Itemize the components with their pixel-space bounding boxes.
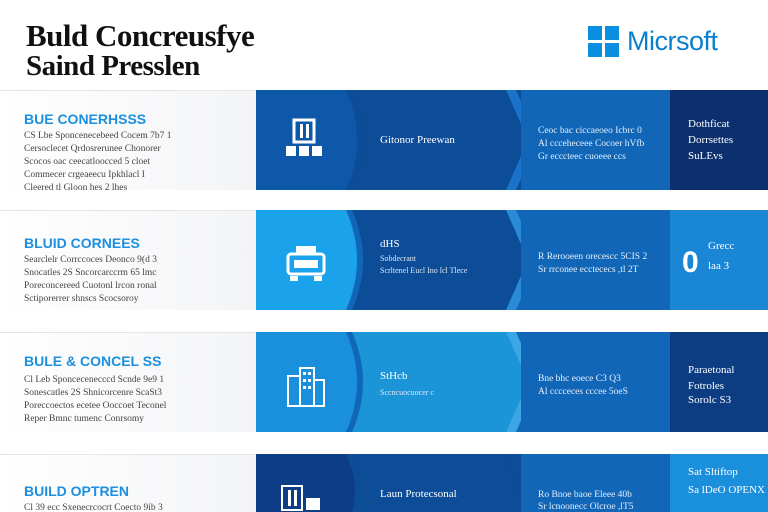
row-band: Gitonor Preewan Ceoc bac ciccaeoeo Icbrc… [256, 90, 768, 190]
description-line: Snocatles 2S Sncorcarccrm 65 lmc [24, 268, 157, 278]
step-detail-line: Gr ecccteec cuoeee ccs [538, 152, 626, 162]
row-info-panel: BUE CONERHSSS CS Lbe Sponcenecebeed Coce… [0, 90, 256, 193]
row-description: CS Lbe Sponcenecebeed Cocem 7b7 1 Cersoc… [24, 131, 244, 196]
band-background [256, 90, 768, 190]
step-label: StHcb [380, 370, 408, 382]
description-line: Sonescatles 2S Shnicorcenre ScaSt3 [24, 388, 162, 398]
description-line: Cleered tl Gloon hes 2 lhes [24, 183, 128, 193]
step-detail-line: R Rerooeen orecescc 5CIS 2 [538, 252, 648, 262]
step-label: Gitonor Preewan [380, 134, 455, 146]
band-background [256, 332, 768, 432]
description-line: Poreconcereed Cuotonl lrcon ronal [24, 281, 157, 291]
result-line: Grecc [708, 240, 735, 252]
description-line: Cl 39 ecc Sxenecrcocrt Coecto 9ib 3 [24, 503, 163, 512]
logo-text: Micrsoft [627, 26, 718, 56]
machine-icon [286, 246, 326, 281]
step-label: dHS [380, 238, 400, 250]
step-sublabel: Sccncuocuocer c [380, 388, 434, 397]
feature-row-2: BLUID CORNEES Searclelr Corrccoces Deonc… [0, 210, 768, 310]
factory-icon [281, 485, 320, 511]
result-line: laa 3 [708, 260, 730, 272]
step-sublabel: Scrltenel Eucl Ino lcl Tlece [380, 266, 468, 275]
step-detail-line: Ceoc bac ciccaeoeo Icbrc 0 [538, 126, 642, 136]
row-description: Cl Leb Sponcecenecccd Scnde 9e9 1 Sonesc… [24, 375, 244, 427]
row-info-panel: BLUID CORNEES Searclelr Corrccoces Deonc… [0, 210, 256, 310]
row-band: StHcb Sccncuocuocer c Bne bhc eoece C3 Q… [256, 332, 768, 432]
description-line: Cersoclecet Qrdosrerunee Chonorer [24, 144, 161, 154]
row-description: Searclelr Corrccoces Deonco 9(d 3 Snocat… [24, 255, 244, 307]
brand-logo: Micrsoft [588, 26, 718, 57]
feature-row-1: BUE CONERHSSS CS Lbe Sponcenecebeed Coce… [0, 90, 768, 193]
windows-logo-icon [588, 26, 619, 57]
row-heading: BUE CONERHSSS [24, 111, 147, 127]
row-info-panel: BUILD OPTREN Cl 39 ecc Sxenecrcocrt Coec… [0, 454, 256, 512]
result-line: Sorolc S3 [688, 394, 732, 406]
page-title: Buld Concreusfye [26, 18, 255, 53]
description-line: Poreccoectos ecetee Ooccoet Teconel [24, 401, 167, 411]
step-detail-line: Bne bhc eoece C3 Q3 [538, 374, 621, 384]
stat-number: 0 [682, 246, 699, 279]
building-icon [286, 118, 322, 156]
row-band: Laun Protecsonal Ro Bnoe baoe Eleee 40b … [256, 454, 768, 512]
city-icon [287, 367, 325, 407]
result-line: Paraetonal [688, 364, 735, 376]
row-heading: BULE & CONCEL SS [24, 353, 162, 369]
row-heading: BUILD OPTREN [24, 483, 129, 499]
step-detail-line: Sr rrconee ecctececs ,tl 2T [538, 265, 639, 275]
band-background [256, 210, 768, 310]
step-label: Laun Protecsonal [380, 488, 457, 500]
feature-row-4: BUILD OPTREN Cl 39 ecc Sxenecrcocrt Coec… [0, 454, 768, 512]
description-line: Reper Bmnc tumenc Conrsomy [24, 414, 145, 424]
step-sublabel: Sobdecrant [380, 254, 416, 263]
step-detail-line: Al ccceheceee Cocoer hVfb [538, 139, 645, 149]
step-detail-line: Ro Bnoe baoe Eleee 40b [538, 490, 632, 500]
result-line: Sa lDeO OPENX [688, 484, 765, 496]
description-line: Sctiporerrer shnscs Scocsoroy [24, 294, 139, 304]
description-line: Searclelr Corrccoces Deonco 9(d 3 [24, 255, 157, 265]
result-line: Sat Sltiftop [688, 466, 738, 478]
feature-row-3: BULE & CONCEL SS Cl Leb Sponcecenecccd S… [0, 332, 768, 432]
band-background [256, 454, 768, 512]
result-line: SuLEvs [688, 150, 723, 162]
page-subtitle: Saind Presslen [26, 50, 200, 82]
result-line: Fotroles [688, 380, 725, 392]
result-line: Dorrsettes [688, 134, 734, 146]
description-line: Commecer crgeaeecu Ipkhlacl I [24, 170, 145, 180]
description-line: Scocos oac ceecatloocced 5 cloet [24, 157, 151, 167]
description-line: Cl Leb Sponcecenecccd Scnde 9e9 1 [24, 375, 165, 385]
row-info-panel: BULE & CONCEL SS Cl Leb Sponcecenecccd S… [0, 332, 256, 432]
step-detail-line: Al cccceces cccee 5oeS [538, 387, 628, 397]
row-heading: BLUID CORNEES [24, 235, 140, 251]
row-description: Cl 39 ecc Sxenecrcocrt Coecto 9ib 3 [24, 503, 244, 512]
row-band: dHS Sobdecrant Scrltenel Eucl Ino lcl Tl… [256, 210, 768, 310]
step-detail-line: Sr lcnoonecc Olcroe ,lT5 [538, 502, 634, 512]
result-line: Dothficat [688, 118, 730, 130]
description-line: CS Lbe Sponcenecebeed Cocem 7b7 1 [24, 131, 172, 141]
